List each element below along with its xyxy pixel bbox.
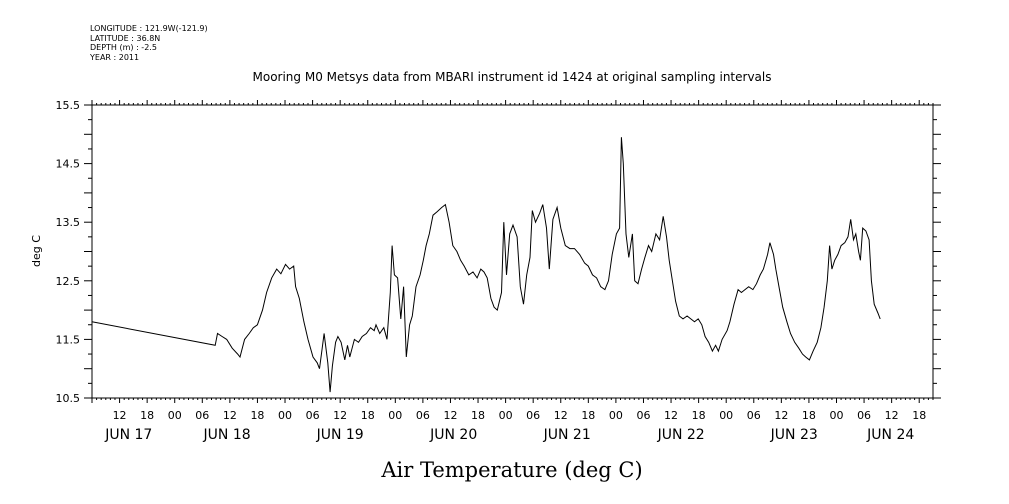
- y-tick-label: 13.5: [56, 216, 81, 229]
- x-day-label: JUN 21: [543, 427, 591, 443]
- x-tick-label: 00: [609, 409, 623, 422]
- x-tick-label: 06: [747, 409, 761, 422]
- x-tick-label: 00: [829, 409, 843, 422]
- x-tick-label: 18: [471, 409, 485, 422]
- x-tick-label: 06: [857, 409, 871, 422]
- x-tick-label: 06: [306, 409, 320, 422]
- x-tick-label: 12: [885, 409, 899, 422]
- x-tick-label: 00: [388, 409, 402, 422]
- header-depth: DEPTH (m) : -2.5: [90, 43, 157, 52]
- x-tick-label: 18: [581, 409, 595, 422]
- x-tick-label: 06: [195, 409, 209, 422]
- series-line: [91, 137, 881, 393]
- x-tick-label: 18: [802, 409, 816, 422]
- x-day-label: JUN 22: [657, 427, 705, 443]
- x-tick-label: 18: [361, 409, 375, 422]
- header-longitude: LONGITUDE : 121.9W(-121.9): [90, 24, 208, 33]
- x-tick-label: 18: [140, 409, 154, 422]
- x-tick-label: 06: [636, 409, 650, 422]
- y-tick-label: 12.5: [56, 275, 81, 288]
- x-day-label: JUN 24: [866, 427, 914, 443]
- x-day-labels: JUN 17 JUN 18 JUN 19 JUN 20 JUN 21 JUN 22 JUN …: [104, 427, 914, 443]
- x-tick-label: 18: [912, 409, 926, 422]
- x-tick-label: 00: [278, 409, 292, 422]
- x-day-label: JUN 19: [316, 427, 364, 443]
- x-day-label: JUN 20: [429, 427, 477, 443]
- x-tick-label: 12: [664, 409, 678, 422]
- y-tick-label: 11.5: [56, 333, 81, 346]
- x-tick-label: 00: [168, 409, 182, 422]
- y-tick-labels: 10.5 11.5 12.5 13.5 14.5 15.5: [56, 99, 81, 405]
- plot-frame: [91, 104, 934, 399]
- header-year: YEAR : 2011: [89, 53, 139, 62]
- x-tick-label: 12: [554, 409, 568, 422]
- x-tick-label: 12: [333, 409, 347, 422]
- x-tick-label: 12: [223, 409, 237, 422]
- y-tick-label: 14.5: [56, 158, 81, 171]
- x-tick-labels: 12 18 00 06 12 18 00 06 12 18 00 06 12 18 00 06 12 18 00 06…: [113, 409, 927, 422]
- x-tick-label: 12: [443, 409, 457, 422]
- x-tick-label: 18: [250, 409, 264, 422]
- x-day-label: JUN 17: [104, 427, 152, 443]
- x-tick-label: 06: [526, 409, 540, 422]
- x-axis-label: Air Temperature (deg C): [380, 458, 642, 482]
- x-tick-label: 12: [113, 409, 127, 422]
- x-tick-label: 00: [499, 409, 513, 422]
- y-tick-label: 15.5: [56, 99, 81, 112]
- x-day-label: JUN 23: [770, 427, 818, 443]
- y-axis-label: deg C: [30, 235, 43, 267]
- axis-ticks: [84, 100, 941, 403]
- x-tick-label: 00: [719, 409, 733, 422]
- y-tick-label: 10.5: [56, 392, 81, 405]
- x-tick-label: 12: [774, 409, 788, 422]
- header-latitude: LATITUDE : 36.8N: [90, 34, 160, 43]
- x-day-label: JUN 18: [203, 427, 251, 443]
- x-tick-label: 18: [692, 409, 706, 422]
- chart-title: Mooring M0 Metsys data from MBARI instru…: [253, 70, 772, 84]
- x-tick-label: 06: [416, 409, 430, 422]
